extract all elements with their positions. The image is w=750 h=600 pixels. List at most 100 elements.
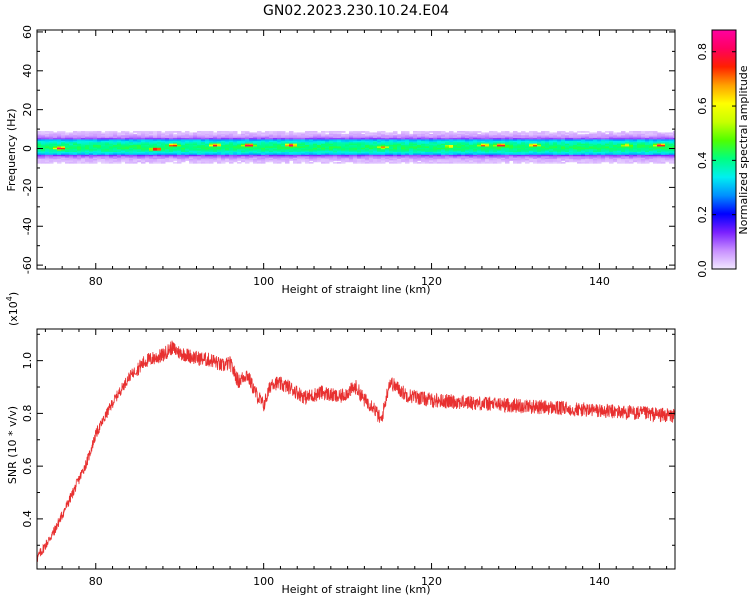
heat-cell (177, 161, 182, 164)
heat-cell (161, 142, 166, 145)
heat-cell (561, 152, 566, 154)
heat-cell (413, 145, 418, 147)
heat-cell (433, 136, 438, 139)
heat-cell (73, 157, 78, 160)
heat-cell (657, 161, 662, 164)
heat-cell (145, 140, 150, 143)
heat-cell (357, 131, 362, 133)
heat-cell (77, 138, 82, 140)
heat-cell (353, 132, 358, 135)
heat-cell (381, 132, 386, 135)
heat-cell (245, 140, 250, 143)
heat-cell (425, 142, 430, 145)
heat-cell (533, 131, 538, 133)
heat-cell (177, 145, 182, 147)
heat-cell (273, 135, 278, 138)
heat-cell (361, 143, 366, 146)
heat-cell (325, 154, 330, 157)
snr-plot-area (37, 340, 675, 563)
heat-cell (149, 135, 154, 138)
heat-cell (137, 131, 142, 133)
heat-cell (433, 139, 438, 142)
heat-cell (401, 149, 406, 152)
heat-cell (161, 136, 166, 139)
heat-cell (573, 154, 578, 157)
heat-cell (525, 149, 530, 152)
heat-cell (245, 146, 250, 149)
heat-cell (145, 149, 150, 152)
heat-cell (653, 153, 658, 156)
heat-cell (77, 157, 82, 160)
heat-cell (477, 157, 482, 160)
heat-cell (557, 145, 562, 147)
heat-cell (89, 147, 94, 150)
heat-cell (633, 143, 638, 146)
heat-cell (457, 131, 462, 133)
heat-cell (121, 131, 126, 133)
heat-cell (429, 142, 434, 145)
heat-cell (245, 152, 250, 154)
heat-cell (625, 153, 630, 156)
heat-cell (385, 132, 390, 135)
heat-cell (673, 159, 675, 161)
heat-cell (221, 153, 226, 156)
heat-cell (501, 156, 506, 159)
heat-cell (89, 143, 94, 146)
heat-cell (257, 154, 262, 157)
heat-cell (369, 160, 374, 163)
heat-cell (41, 147, 46, 150)
heat-cell (381, 159, 386, 161)
heat-cell (109, 147, 114, 150)
heat-cell (333, 157, 338, 160)
heat-cell (497, 161, 502, 164)
heat-cell (517, 135, 522, 138)
heat-cell (649, 140, 654, 143)
heat-cell (597, 131, 602, 133)
heat-cell (165, 145, 170, 147)
heat-cell (333, 152, 338, 154)
heat-cell (397, 159, 402, 161)
heat-cell (325, 147, 330, 150)
heat-cell (253, 132, 258, 135)
heat-cell (93, 156, 98, 159)
heat-cell (149, 159, 154, 161)
heat-cell (653, 145, 658, 147)
heat-cell (513, 136, 518, 139)
heat-cell (565, 149, 570, 152)
heat-cell (373, 136, 378, 139)
heat-cell (361, 142, 366, 145)
heat-cell (629, 135, 634, 138)
heat-cell (437, 131, 442, 133)
heat-cell (641, 150, 646, 153)
heat-cell (57, 136, 62, 139)
heat-cell (493, 153, 498, 156)
heat-cell (337, 143, 342, 146)
heat-cell (661, 150, 666, 153)
heat-cell (449, 139, 454, 142)
heat-cell (649, 159, 654, 161)
heat-cell (305, 136, 310, 139)
heat-cell (605, 142, 610, 145)
heat-cell (485, 146, 490, 149)
heat-cell (61, 157, 66, 160)
heat-cell (233, 133, 238, 136)
heat-cell (449, 138, 454, 140)
heat-cell (321, 143, 326, 146)
heat-cell (185, 135, 190, 138)
heat-cell (453, 146, 458, 149)
heat-cell (513, 156, 518, 159)
heat-cell (337, 146, 342, 149)
heat-cell (561, 149, 566, 152)
heat-cell (653, 157, 658, 160)
heat-cell (561, 161, 566, 164)
heat-cell (69, 156, 74, 159)
heat-cell (157, 149, 162, 152)
heat-cell (77, 154, 82, 157)
heat-cell (57, 131, 62, 133)
heat-cell (405, 147, 410, 150)
heat-cell (517, 152, 522, 154)
heat-cell (245, 135, 250, 138)
heat-cell (313, 156, 318, 159)
heat-cell (297, 132, 302, 135)
heat-cell (313, 132, 318, 135)
